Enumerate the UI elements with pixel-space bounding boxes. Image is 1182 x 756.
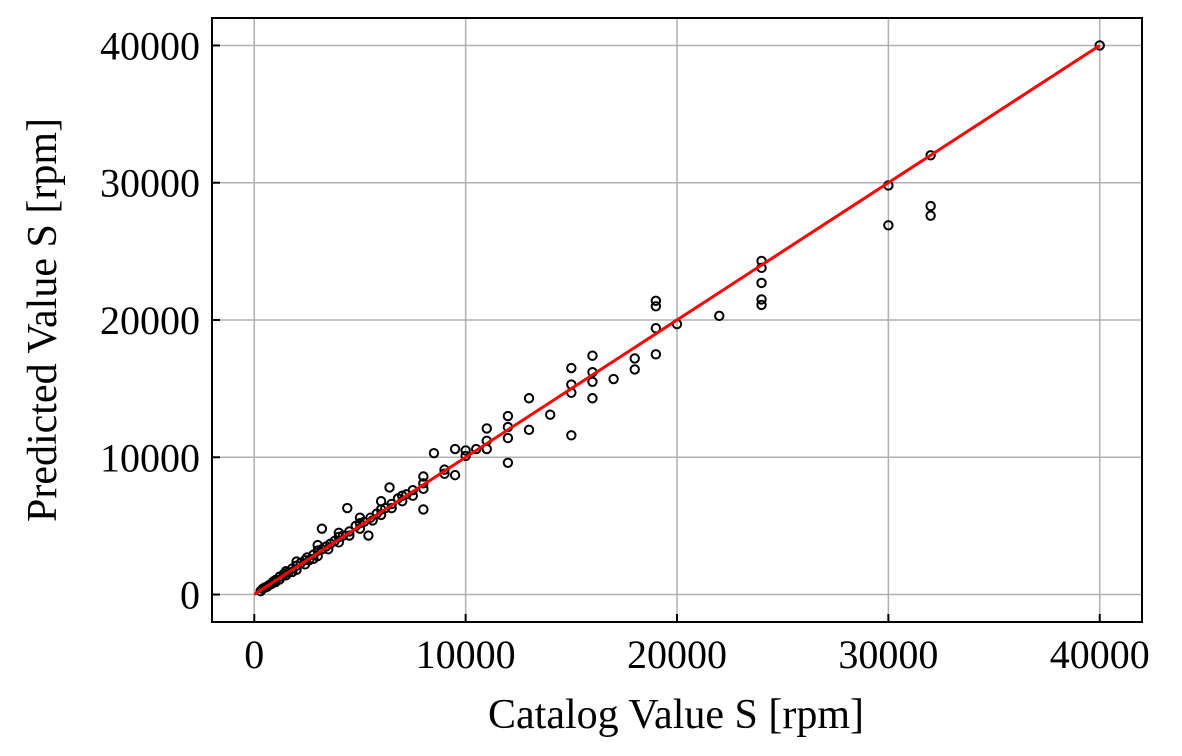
data-point [925,150,936,161]
data-point [1094,40,1105,51]
data-point [587,350,598,361]
data-point [566,362,577,374]
data-point [460,445,471,456]
data-point [587,376,598,387]
data-point [481,423,492,434]
data-point [714,310,725,322]
data-point [608,373,619,385]
data-point [925,210,936,221]
y-tick-label: 20000 [100,298,200,343]
data-point [629,364,640,375]
data-point [883,220,894,231]
x-tick-labels: 0 10000 20000 30000 40000 [244,632,1149,677]
data-point [363,530,374,541]
data-point [756,294,767,305]
data-point [650,295,662,306]
y-tick-label: 40000 [100,23,200,68]
data-point [925,200,936,212]
data-point [587,393,598,404]
y-tick-label: 0 [180,573,200,618]
data-point [342,502,353,514]
x-tick-label: 40000 [1050,632,1150,677]
y-tick-label: 10000 [100,435,200,480]
y-tick-labels: 0 10000 20000 30000 40000 [100,23,200,617]
data-point [756,277,767,289]
identity-reference-line [253,44,1101,596]
data-point [428,447,440,459]
data-point [449,443,461,455]
data-points [255,40,1105,597]
x-tick-label: 0 [244,632,264,677]
data-point [544,409,556,420]
data-point [650,301,662,312]
data-point [629,353,640,364]
data-point [523,393,535,404]
data-point [523,424,535,436]
data-point [316,523,328,534]
y-axis-title: Predicted Value S [rpm] [20,118,66,522]
axis-ticks [212,44,1101,622]
data-point [650,349,662,360]
x-axis-title: Catalog Value S [rpm] [488,692,864,738]
y-tick-label: 30000 [100,161,200,206]
data-point [384,482,395,493]
data-point [502,432,514,444]
data-point [756,299,767,311]
data-point [502,457,514,468]
x-tick-label: 10000 [416,632,516,677]
x-tick-label: 30000 [838,632,938,677]
data-point [502,410,514,422]
data-point [449,469,461,481]
data-point [418,504,429,515]
data-point [418,471,429,482]
data-point [566,430,577,441]
x-tick-label: 20000 [627,632,727,677]
